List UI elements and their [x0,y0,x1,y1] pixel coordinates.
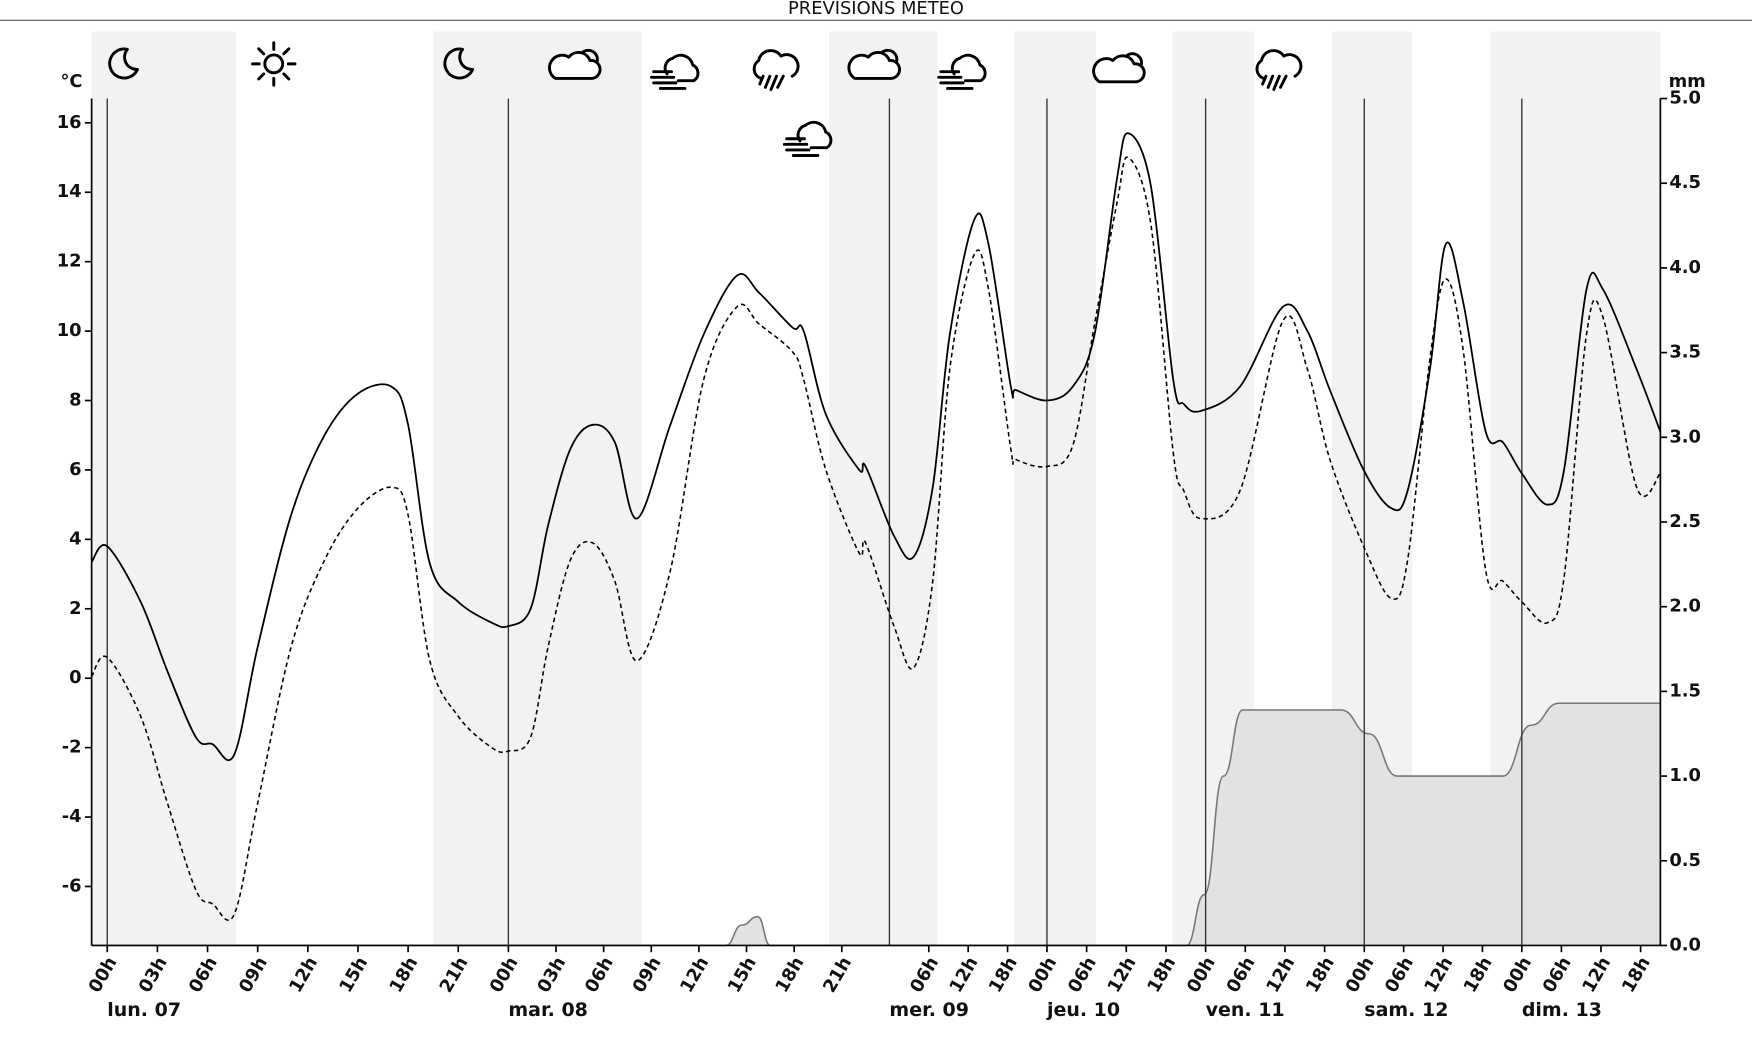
x-tick-label: 12h [1104,953,1141,996]
icon-rain [1255,49,1303,92]
x-tick-label: 12h [1578,953,1615,996]
x-tick-label: 12h [1262,953,1299,996]
y-tick-label: -2 [62,737,82,758]
y2-tick-label: 5.0 [1669,88,1701,109]
day-lines [106,98,1523,946]
x-tick-label: 06h [185,953,222,996]
x-tick-label: 03h [135,953,172,996]
day-label: sam. 12 [1364,999,1448,1021]
night-bands [91,31,1661,946]
night-band [829,31,938,946]
y2-tick-label: 0.0 [1669,934,1701,955]
y2-tick-label: 0.5 [1669,850,1701,871]
day-label: lun. 07 [107,999,181,1021]
precipitation-layer [91,702,1661,947]
y2-tick-label: 2.5 [1669,511,1701,532]
night-band [91,31,236,946]
axes [84,97,1668,953]
x-tick-label: 18h [385,953,422,996]
night-band [1014,31,1096,946]
icon-fog [937,53,987,90]
x-tick-label: 15h [724,953,761,996]
x-tick-label: 18h [1618,953,1655,996]
y2-tick-label: 3.5 [1669,342,1701,363]
icon-sunny [251,41,297,87]
x-tick-label: 21h [436,953,473,996]
day-label: mar. 08 [508,999,588,1021]
x-tick-label: 12h [1420,953,1457,996]
icon-cloudy [1092,52,1146,84]
day-label: mer. 09 [889,999,969,1021]
y-tick-label: 8 [69,390,81,411]
y-tick-label: 6 [69,459,81,480]
y-tick-label: -6 [62,875,82,896]
y2-tick-label: 1.5 [1669,680,1701,701]
y-tick-label: 12 [57,251,82,272]
chart-title: PREVISIONS METEO [788,0,964,19]
y2-tick-label: 4.0 [1669,257,1701,278]
x-tick-label: 12h [945,953,982,996]
x-tick-label: 00h [1342,953,1379,996]
x-tick-label: 09h [629,953,666,996]
y-tick-label: 4 [69,528,81,549]
temperature-line [90,132,1662,762]
x-tick-label: 18h [1302,953,1339,996]
x-tick-label: 18h [985,953,1022,996]
y2-tick-label: 1.0 [1669,765,1701,786]
x-tick-label: 21h [819,953,856,996]
x-tick-label: 18h [1460,953,1497,996]
day-label: jeu. 10 [1046,999,1120,1021]
x-tick-label: 09h [235,953,272,996]
x-tick-label: 06h [1223,953,1260,996]
y2-tick-label: 4.5 [1669,172,1701,193]
y-tick-label: 2 [69,598,81,619]
x-tick-label: 06h [1381,953,1418,996]
x-tick-label: 12h [676,953,713,996]
x-tick-label: 00h [1024,953,1061,996]
x-tick-label: 12h [285,953,322,996]
x-tick-label: 00h [486,953,523,996]
y2-axis-unit: mm [1669,71,1706,92]
icon-rain [752,49,800,92]
x-tick-label: 18h [771,953,808,996]
precipitation-area [91,703,1661,946]
temperature-layer [90,132,1662,922]
y2-tick-label: 2.0 [1669,596,1701,617]
x-tick-label: 00h [85,953,122,996]
x-tick-label: 00h [1183,953,1220,996]
y-tick-label: 16 [57,112,82,133]
day-label: ven. 11 [1206,999,1285,1021]
x-tick-label: 00h [1499,953,1536,996]
x-tick-label: 03h [533,953,570,996]
y-tick-label: 10 [57,320,82,341]
icon-fog [649,53,700,90]
day-label: dim. 13 [1522,999,1602,1021]
precipitation-line [91,702,1661,947]
x-tick-label: 06h [1064,953,1101,996]
y2-tick-label: 3.0 [1669,426,1701,447]
x-tick-label: 06h [906,953,943,996]
x-tick-label: 06h [581,953,618,996]
y-tick-label: 14 [57,181,82,202]
y-axis-unit: °C [60,71,82,92]
x-tick-label: 06h [1539,953,1576,996]
x-tick-label: 18h [1143,953,1180,996]
x-tick-label: 15h [335,953,372,996]
y-tick-label: 0 [69,667,81,688]
weather-icons [108,41,1303,157]
y-tick-label: -4 [62,806,82,827]
icon-fog [782,120,833,157]
night-band [433,31,642,946]
